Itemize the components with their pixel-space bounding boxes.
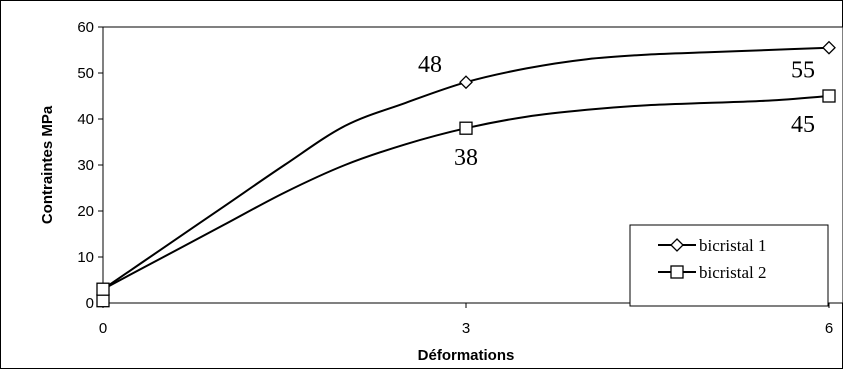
x-axis-title: Déformations: [418, 347, 515, 364]
data-point-square: [96, 294, 110, 308]
legend: bicristal 1 bicristal 2: [629, 224, 829, 307]
axes: 0 10 20 30 40 50 60 0 3 6: [77, 19, 833, 337]
data-label: 45: [791, 112, 815, 138]
x-tick-label: 0: [99, 320, 107, 337]
y-tick-label: 60: [77, 19, 94, 36]
data-label: 55: [791, 58, 815, 84]
y-tick-label: 50: [77, 65, 94, 82]
y-tick-label: 30: [77, 157, 94, 174]
x-tick-label: 6: [825, 320, 833, 337]
y-tick-label: 20: [77, 203, 94, 220]
y-tick-label: 10: [77, 249, 94, 266]
legend-marker-diamond: [670, 238, 684, 252]
series-line-1: [102, 46, 830, 291]
data-point-diamond: [459, 75, 473, 90]
series-line-2: [102, 95, 830, 291]
y-tick-label: 40: [77, 111, 94, 128]
legend-label-2: bicristal 2: [699, 263, 767, 282]
legend-marker-square: [670, 265, 684, 279]
data-label: 38: [454, 145, 478, 171]
x-tick-label: 3: [462, 320, 470, 337]
data-point-square: [96, 282, 110, 296]
data-point-square: [459, 121, 473, 135]
legend-label-1: bicristal 1: [699, 236, 767, 255]
data-point-square: [822, 89, 836, 103]
data-point-diamond: [822, 40, 836, 55]
data-labels: 48 55 38 45: [418, 52, 815, 171]
legend-box: [629, 224, 829, 307]
y-axis-title: Contraintes MPa: [39, 105, 56, 224]
data-label: 48: [418, 52, 442, 78]
series-layer: [96, 40, 836, 308]
y-tick-label: 0: [86, 295, 94, 312]
